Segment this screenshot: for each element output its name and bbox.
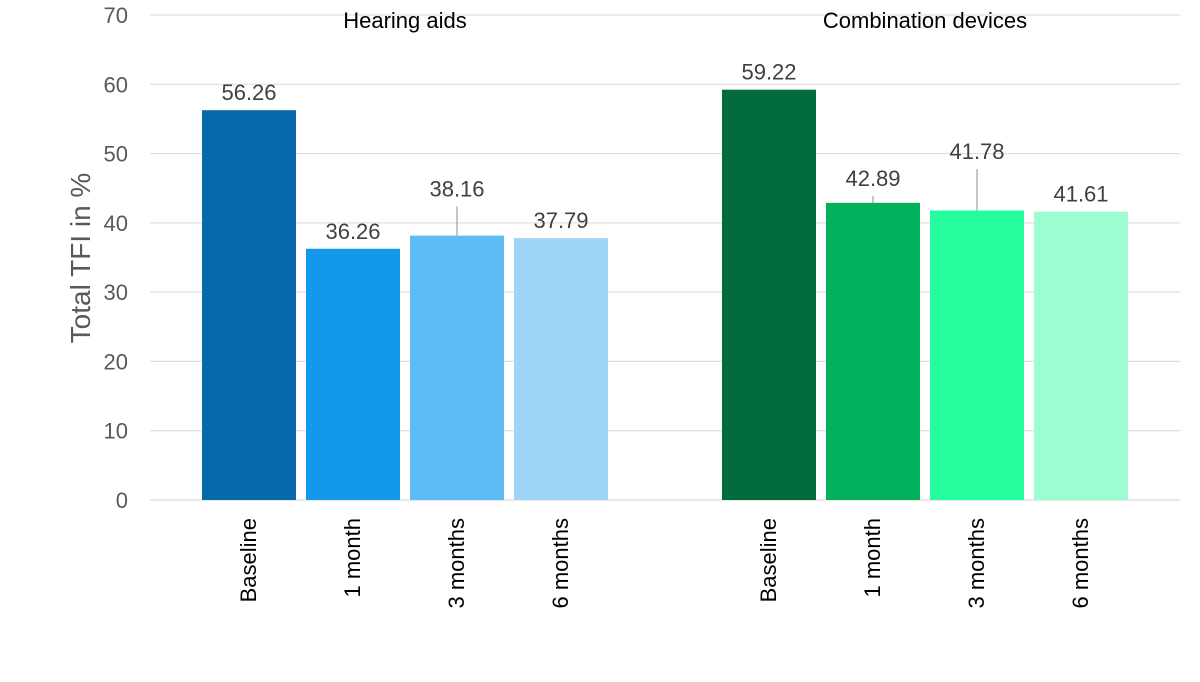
- data-label: 56.26: [221, 80, 276, 105]
- category-labels: Baseline 1 month 3 months 6 months Baseline 1…: [236, 518, 1093, 609]
- y-tick-label: 70: [104, 3, 128, 28]
- y-tick-label: 50: [104, 142, 128, 167]
- bar: [306, 248, 400, 500]
- bar: [930, 210, 1024, 500]
- group-labels: Hearing aids Combination devices: [343, 8, 1027, 33]
- error-bars: [456, 168, 978, 236]
- bar: [514, 238, 608, 500]
- group-label: Combination devices: [823, 8, 1027, 33]
- category-label: 1 month: [860, 518, 885, 598]
- data-label: 37.79: [533, 208, 588, 233]
- category-label: 6 months: [548, 518, 573, 609]
- y-tick-label: 0: [116, 488, 128, 513]
- category-label: Baseline: [236, 518, 261, 602]
- data-labels: 56.26 36.26 38.16 37.79 59.22 42.89 41.78 41.61: [221, 60, 1108, 244]
- y-tick-label: 10: [104, 419, 128, 444]
- category-label: Baseline: [756, 518, 781, 602]
- bar: [202, 110, 296, 500]
- category-label: 3 months: [964, 518, 989, 609]
- gridlines: [150, 14, 1180, 501]
- bar: [826, 202, 920, 501]
- y-tick-label: 30: [104, 280, 128, 305]
- y-tick-label: 20: [104, 349, 128, 374]
- bars: [202, 89, 1128, 501]
- data-label: 38.16: [429, 177, 484, 202]
- data-label: 41.78: [949, 139, 1004, 164]
- data-label: 59.22: [741, 60, 796, 85]
- category-label: 1 month: [340, 518, 365, 598]
- bar: [410, 235, 504, 500]
- y-tick-label: 60: [104, 72, 128, 97]
- data-label: 36.26: [325, 219, 380, 244]
- y-axis-title: Total TFI in %: [65, 173, 96, 344]
- y-tick-label: 40: [104, 211, 128, 236]
- category-label: 3 months: [444, 518, 469, 609]
- data-label: 42.89: [845, 166, 900, 191]
- group-label: Hearing aids: [343, 8, 467, 33]
- data-label: 41.61: [1053, 182, 1108, 207]
- y-axis-ticks: 0 10 20 30 40 50 60 70: [104, 3, 128, 513]
- category-label: 6 months: [1068, 518, 1093, 609]
- bar: [722, 89, 816, 500]
- bar: [1034, 211, 1128, 500]
